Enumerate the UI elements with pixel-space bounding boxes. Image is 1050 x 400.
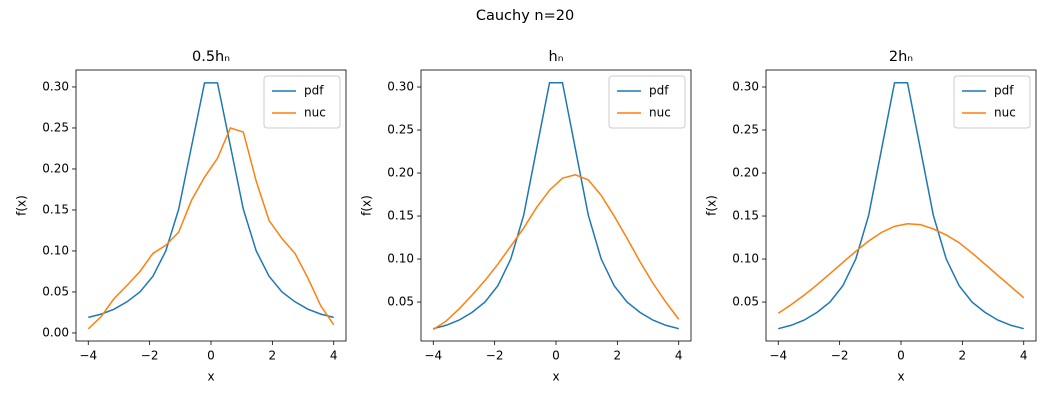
axes-title: hₙ bbox=[549, 49, 564, 65]
y-tick-label: 0.25 bbox=[732, 123, 759, 137]
axes-title: 2hₙ bbox=[889, 49, 913, 65]
y-axis-label: f(x) bbox=[705, 195, 719, 216]
y-tick-label: 0.05 bbox=[387, 295, 414, 309]
y-tick-label: 0.30 bbox=[387, 80, 414, 94]
x-tick-label: 4 bbox=[330, 349, 338, 363]
x-tick-label: 2 bbox=[959, 349, 967, 363]
legend-box bbox=[953, 75, 1031, 129]
y-tick-label: 0.10 bbox=[387, 252, 414, 266]
legend-label: nuc bbox=[304, 106, 326, 120]
y-tick-label: 0.25 bbox=[387, 123, 414, 137]
x-tick-label: 4 bbox=[1020, 349, 1028, 363]
x-axis-label: x bbox=[207, 370, 214, 384]
line-series bbox=[88, 82, 334, 319]
line-series bbox=[433, 81, 679, 330]
legend-box bbox=[263, 75, 341, 129]
y-tick-label: 0.20 bbox=[42, 161, 69, 175]
x-tick-label: −4 bbox=[79, 349, 97, 363]
y-tick-label: 0.10 bbox=[42, 243, 69, 257]
line-series bbox=[87, 127, 335, 330]
y-tick-label: 0.20 bbox=[387, 166, 414, 180]
x-tick-label: 0 bbox=[897, 349, 905, 363]
x-axis-label: x bbox=[552, 370, 559, 384]
x-tick-label: 0 bbox=[207, 349, 215, 363]
axes-frame bbox=[765, 69, 1037, 342]
y-tick-label: 0.05 bbox=[732, 295, 759, 309]
x-tick-label: −2 bbox=[486, 349, 504, 363]
y-tick-label: 0.15 bbox=[42, 202, 69, 216]
y-tick-label: 0.10 bbox=[732, 252, 759, 266]
y-tick-label: 0.05 bbox=[42, 284, 69, 298]
line-series bbox=[432, 173, 680, 331]
y-tick-label: 0.30 bbox=[732, 80, 759, 94]
y-tick-label: 0.25 bbox=[42, 120, 69, 134]
y-tick-label: 0.00 bbox=[42, 325, 69, 339]
figure-title: Cauchy n=20 bbox=[476, 8, 574, 24]
y-tick-label: 0.30 bbox=[42, 79, 69, 93]
y-axis-label: f(x) bbox=[360, 195, 374, 216]
x-tick-label: −4 bbox=[424, 349, 442, 363]
x-tick-label: −2 bbox=[831, 349, 849, 363]
legend-box bbox=[608, 75, 686, 129]
y-tick-label: 0.15 bbox=[387, 209, 414, 223]
legend-label: pdf bbox=[649, 84, 669, 98]
x-tick-label: −4 bbox=[769, 349, 787, 363]
legend-label: nuc bbox=[994, 106, 1016, 120]
line-series bbox=[777, 223, 1025, 314]
legend-label: nuc bbox=[649, 106, 671, 120]
axes-frame bbox=[420, 69, 692, 342]
y-tick-label: 0.20 bbox=[732, 166, 759, 180]
y-axis-label: f(x) bbox=[15, 195, 29, 216]
x-tick-label: 4 bbox=[675, 349, 683, 363]
x-tick-label: 2 bbox=[614, 349, 622, 363]
x-tick-label: 2 bbox=[269, 349, 277, 363]
legend-label: pdf bbox=[994, 84, 1014, 98]
y-tick-label: 0.15 bbox=[732, 209, 759, 223]
x-tick-label: −2 bbox=[141, 349, 159, 363]
axes-title: 0.5hₙ bbox=[192, 49, 230, 65]
legend-label: pdf bbox=[304, 84, 324, 98]
axes-frame bbox=[75, 69, 347, 342]
x-tick-label: 0 bbox=[552, 349, 560, 363]
line-series bbox=[778, 81, 1024, 330]
x-axis-label: x bbox=[897, 370, 904, 384]
